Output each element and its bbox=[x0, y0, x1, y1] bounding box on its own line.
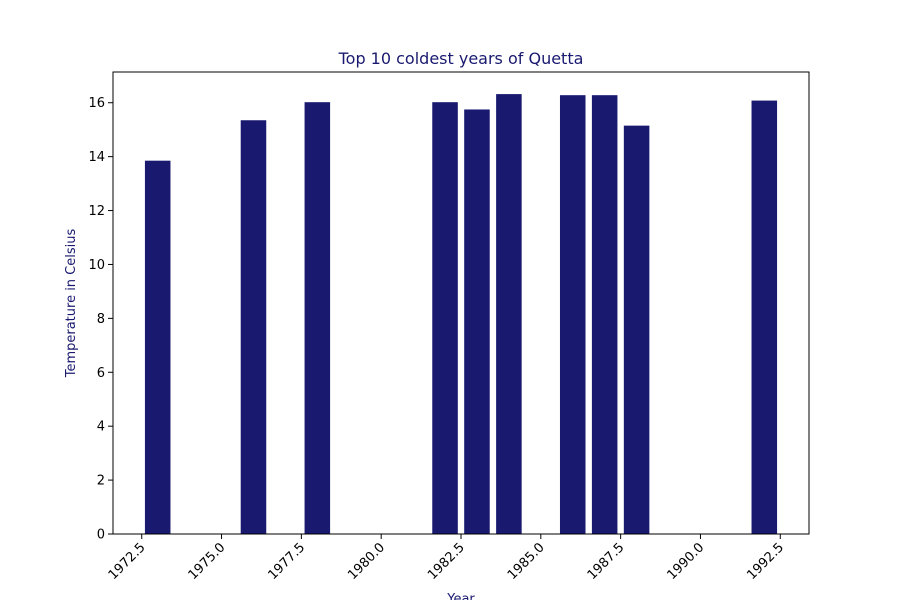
chart-title: Top 10 coldest years of Quetta bbox=[338, 49, 584, 68]
y-axis-label: Temperature in Celsius bbox=[64, 229, 79, 379]
bar-1976 bbox=[240, 120, 267, 534]
y-tick-label: 0 bbox=[97, 528, 105, 543]
y-axis-ticks: 0 2 4 6 8 10 12 14 16 bbox=[88, 96, 113, 543]
bar-1987 bbox=[591, 95, 618, 535]
bar-1986 bbox=[559, 95, 586, 535]
y-tick-label: 14 bbox=[88, 150, 105, 165]
x-axis-label: Year bbox=[446, 592, 475, 600]
bar-1973 bbox=[144, 160, 171, 534]
bar-1978 bbox=[304, 102, 331, 534]
y-tick-label: 4 bbox=[97, 420, 105, 435]
bar-1988 bbox=[623, 125, 650, 534]
y-tick-label: 2 bbox=[97, 474, 105, 489]
bar-1983 bbox=[464, 109, 490, 534]
bar-1992 bbox=[751, 100, 778, 534]
bars-group bbox=[144, 94, 778, 535]
y-tick-label: 8 bbox=[97, 312, 105, 327]
y-tick-label: 10 bbox=[88, 258, 105, 273]
y-tick-label: 12 bbox=[88, 204, 105, 219]
plot-area bbox=[113, 72, 809, 534]
bar-1984 bbox=[496, 94, 522, 534]
bar-1982 bbox=[432, 102, 458, 534]
y-tick-label: 6 bbox=[97, 366, 105, 381]
y-tick-label: 16 bbox=[88, 96, 105, 111]
